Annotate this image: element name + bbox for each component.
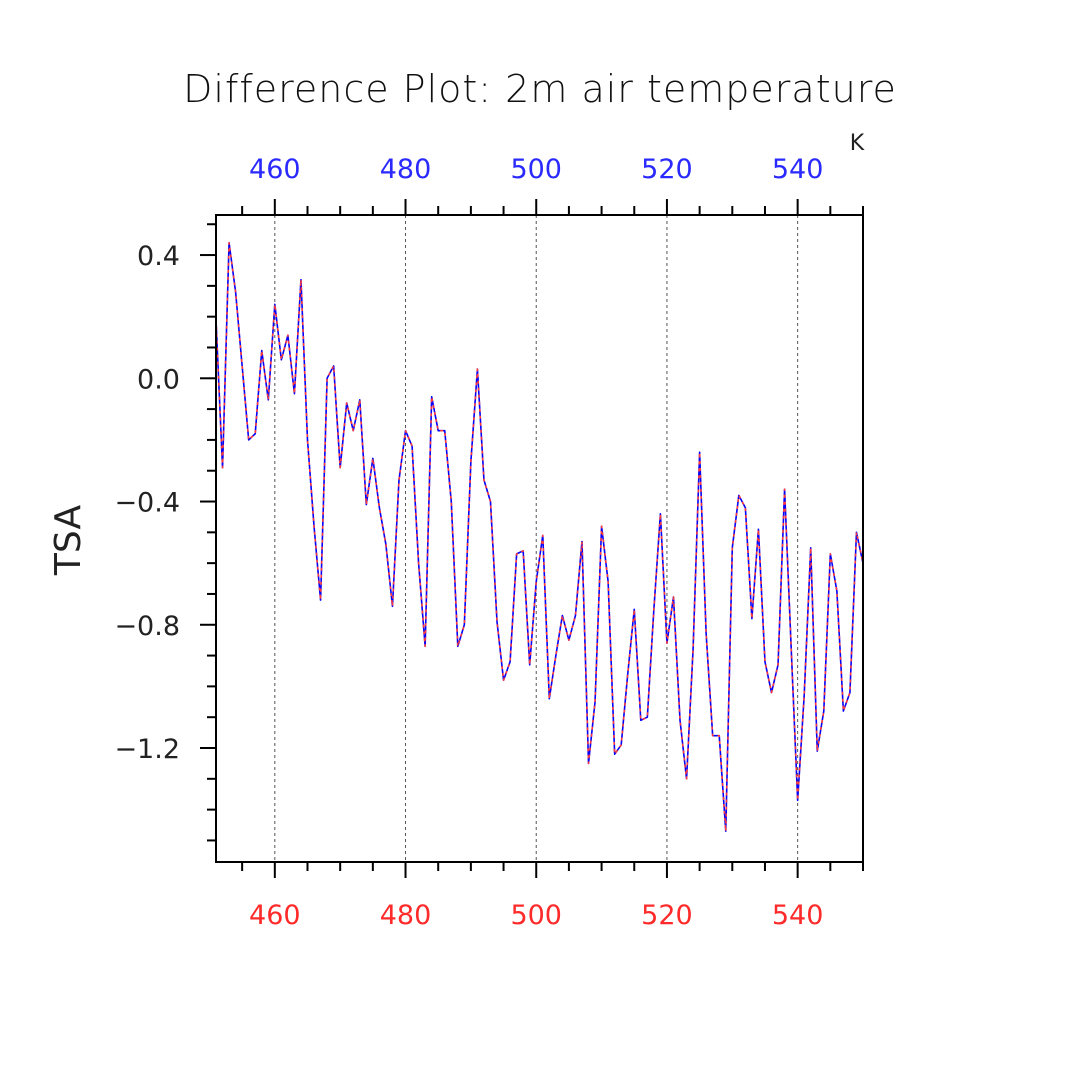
y-tick-label: 0.4	[137, 241, 180, 272]
chart-title: Difference Plot: 2m air temperature	[183, 67, 897, 111]
series-lines	[215, 241, 864, 832]
y-tick-label: −1.2	[114, 734, 180, 765]
x-tick-label-bottom: 460	[249, 900, 301, 931]
y-tick-label: 0.0	[137, 364, 180, 395]
x-tick-label-top: 480	[380, 154, 432, 185]
x-tick-label-top: 500	[510, 154, 562, 185]
axes: 460 460 480 480 500 500 520 520 540 540 0.4 0.0 −0.4…	[114, 154, 864, 931]
series-line-red	[215, 241, 864, 832]
units-label: K	[850, 131, 865, 156]
x-tick-label-top: 520	[641, 154, 693, 185]
x-tick-label-bottom: 540	[772, 900, 824, 931]
x-tick-label-bottom: 520	[641, 900, 693, 931]
x-tick-label-bottom: 500	[510, 900, 562, 931]
y-tick-label: −0.8	[114, 611, 180, 642]
series-line-blue	[215, 241, 864, 832]
x-tick-label-top: 540	[772, 154, 824, 185]
x-tick-label-bottom: 480	[380, 900, 432, 931]
y-axis-label: TSA	[48, 505, 89, 577]
plot-frame	[215, 214, 864, 863]
y-tick-label: −0.4	[114, 488, 180, 519]
grid-lines	[274, 215, 799, 862]
x-tick-label-top: 460	[249, 154, 301, 185]
